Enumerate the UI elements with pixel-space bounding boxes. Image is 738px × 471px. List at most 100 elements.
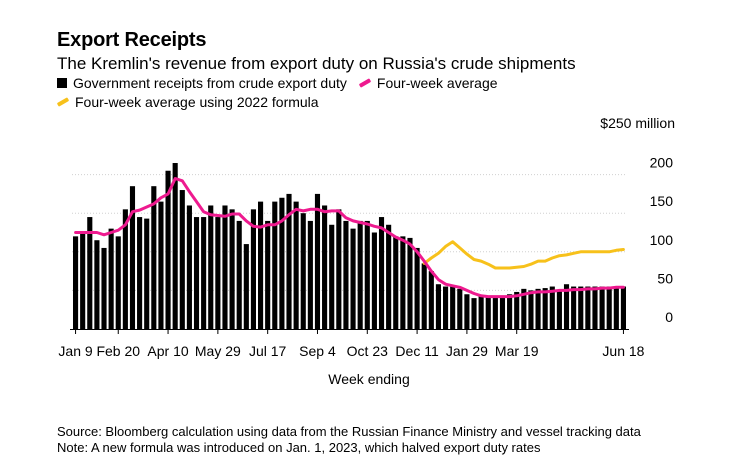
note-text: Note: A new formula was introduced on Ja…: [57, 440, 541, 455]
bar-61: [507, 294, 513, 329]
bar-30: [286, 193, 292, 329]
y-unit-label: $250 million: [600, 115, 675, 131]
bar-76: [613, 286, 619, 329]
x-tick-label-2: Apr 10: [147, 343, 188, 359]
bar-59: [492, 296, 498, 329]
bar-31: [293, 201, 299, 329]
bar-0: [72, 236, 79, 329]
bar-13: [165, 170, 171, 329]
chart-title: Export Receipts: [57, 29, 207, 51]
bar-4: [101, 247, 107, 329]
bar-50: [428, 271, 434, 329]
bar-48: [414, 247, 420, 329]
bar-11: [151, 186, 157, 329]
bar-54: [457, 288, 463, 329]
bar-22: [229, 209, 235, 329]
bar-25: [250, 209, 257, 329]
x-tick-label-7: Dec 11: [395, 343, 439, 359]
legend-label-four-week-average: Four-week average: [376, 75, 498, 91]
bar-23: [236, 220, 242, 329]
bar-8: [129, 186, 136, 329]
legend-item-four-week-average: Four-week average: [358, 75, 498, 91]
bar-3: [94, 240, 100, 329]
bar-19: [208, 205, 214, 329]
bar-68: [556, 290, 562, 329]
bar-15: [179, 190, 185, 329]
x-tick-label-3: May 29: [195, 343, 241, 359]
bar-39: [350, 228, 356, 329]
x-tick-label-0: Jan 9: [58, 343, 92, 359]
bar-46: [400, 236, 406, 329]
bar-55: [464, 294, 470, 329]
bar-16: [186, 205, 192, 329]
bar-9: [137, 217, 143, 329]
series-line-four-week-average: [74, 177, 625, 299]
y-tick-label-50: 50: [657, 270, 673, 286]
bar-32: [300, 213, 306, 329]
legend-label-receipts: Government receipts from crude export du…: [73, 75, 347, 91]
bar-5: [108, 228, 114, 329]
legend: Government receipts from crude export du…: [57, 75, 510, 91]
bar-47: [407, 237, 413, 329]
x-tick-label-1: Feb 20: [96, 343, 140, 359]
bar-74: [599, 286, 605, 329]
bar-73: [592, 286, 598, 329]
legend-item-receipts: Government receipts from crude export du…: [57, 75, 347, 91]
bar-29: [279, 197, 285, 329]
source-text: Source: Bloomberg calculation using data…: [57, 424, 641, 439]
bar-14: [172, 163, 178, 329]
y-tick-label-150: 150: [650, 193, 674, 209]
bar-41: [364, 220, 370, 329]
bar-24: [243, 244, 249, 329]
x-axis-title-text: Week ending: [328, 371, 410, 387]
bar-49: [421, 263, 427, 329]
bar-6: [115, 236, 121, 329]
y-tick-label-200: 200: [650, 155, 674, 171]
bar-28: [272, 201, 278, 329]
bar-34: [314, 193, 321, 329]
bar-2: [87, 217, 93, 329]
footnotes: Source: Bloomberg calculation using data…: [57, 424, 641, 456]
bar-64: [528, 290, 534, 329]
bar-35: [322, 205, 328, 329]
bar-53: [450, 286, 456, 329]
legend-swatch-receipts: [57, 78, 67, 88]
bar-45: [393, 236, 399, 329]
bar-42: [371, 232, 377, 329]
bar-57: [478, 295, 484, 329]
bar-62: [514, 291, 520, 329]
x-tick-label-8: Jan 29: [446, 343, 488, 359]
bar-43: [378, 217, 385, 329]
y-tick-label-0: 0: [665, 309, 673, 325]
bar-20: [215, 217, 221, 329]
bar-18: [201, 217, 207, 329]
bar-36: [329, 224, 335, 329]
legend-row-2: Four-week average using 2022 formula: [56, 94, 331, 110]
bar-38: [343, 220, 349, 329]
bar-17: [193, 217, 200, 329]
y-tick-label-100: 100: [650, 232, 674, 248]
bar-37: [336, 209, 342, 329]
bar-40: [357, 220, 363, 329]
bar-69: [563, 284, 570, 329]
bar-58: [485, 296, 491, 329]
bar-21: [222, 205, 228, 329]
legend-item-2022-formula: Four-week average using 2022 formula: [56, 94, 319, 110]
bar-33: [307, 220, 313, 329]
bar-26: [257, 201, 264, 329]
x-tick-label-6: Oct 23: [347, 343, 388, 359]
bar-70: [571, 286, 577, 329]
x-tick-label-5: Sep 4: [299, 343, 336, 359]
bar-65: [535, 288, 541, 329]
bar-72: [585, 286, 591, 329]
bar-7: [122, 209, 128, 329]
bar-12: [158, 201, 164, 329]
bar-71: [578, 286, 584, 329]
x-axis-title: Week ending: [0, 371, 738, 387]
bar-1: [80, 232, 86, 329]
bar-27: [265, 220, 271, 329]
bar-66: [542, 288, 548, 329]
bar-77: [620, 286, 627, 329]
bar-51: [435, 284, 442, 329]
